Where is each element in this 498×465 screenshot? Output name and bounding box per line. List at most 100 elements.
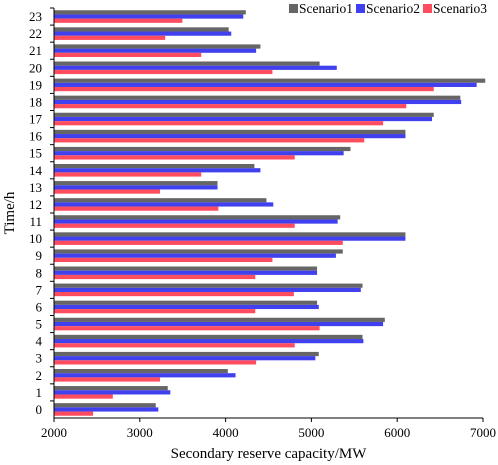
x-tick-label: 3000 [127, 425, 153, 440]
bar-scenario2-h1 [54, 390, 171, 395]
y-tick-label: 12 [29, 197, 42, 212]
bar-scenario1-h1 [54, 386, 168, 391]
y-tick-label: 5 [36, 317, 43, 332]
bar-scenario2-h9 [54, 253, 336, 258]
bar-scenario1-h2 [54, 368, 228, 374]
bar-scenario1-h0 [54, 403, 156, 408]
bar-scenario3-h12 [54, 206, 219, 211]
bar-scenario2-h21 [54, 48, 257, 53]
bar-scenario1-h11 [54, 215, 341, 220]
bar-scenario1-h22 [54, 27, 229, 32]
x-tick-label: 6000 [384, 425, 410, 440]
x-tick-label: 2000 [41, 425, 67, 440]
bar-scenario2-h15 [54, 151, 344, 156]
bar-scenario3-h5 [54, 326, 320, 331]
bar-scenario2-h8 [54, 270, 318, 275]
y-tick-label: 2 [36, 368, 43, 383]
x-tick-label: 7000 [470, 425, 496, 440]
bar-scenario3-h19 [54, 86, 434, 92]
x-axis-title: Secondary reserve capacity/MW [171, 446, 368, 462]
bar-scenario2-h17 [54, 116, 433, 122]
bar-scenario3-h10 [54, 240, 343, 245]
bar-scenario3-h22 [54, 35, 166, 40]
bar-scenario1-h20 [54, 61, 320, 66]
y-tick-label: 22 [29, 26, 42, 41]
bar-scenario1-h18 [54, 95, 461, 100]
bar-scenario2-h22 [54, 31, 232, 36]
bar-scenario3-h23 [54, 18, 183, 23]
bar-scenario1-h8 [54, 266, 318, 271]
bar-scenario2-h5 [54, 321, 384, 327]
bar-scenario3-h7 [54, 291, 294, 297]
legend-label-scenario2: Scenario2 [366, 1, 420, 16]
x-tick-label: 4000 [213, 425, 239, 440]
legend-label-scenario1: Scenario1 [299, 1, 353, 16]
bar-scenario2-h13 [54, 185, 218, 190]
bar-scenario3-h6 [54, 309, 256, 314]
legend: Scenario1 Scenario2 Scenario3 [289, 1, 487, 16]
bar-scenario3-h1 [54, 394, 113, 399]
bar-scenario1-h19 [54, 78, 486, 83]
bar-scenario1-h16 [54, 129, 406, 135]
bar-scenario2-h10 [54, 236, 406, 241]
y-tick-label: 1 [36, 385, 43, 400]
bar-scenario3-h14 [54, 172, 202, 177]
y-axis-title: Time/h [2, 191, 18, 234]
bar-scenario2-h11 [54, 219, 338, 224]
y-tick-label: 10 [29, 231, 42, 246]
bar-scenario1-h5 [54, 317, 385, 322]
y-tick-label: 8 [36, 265, 43, 280]
bar-scenario1-h14 [54, 163, 255, 169]
bar-scenario2-h0 [54, 407, 159, 412]
bar-scenario1-h4 [54, 334, 363, 340]
bar-scenario2-h7 [54, 287, 361, 292]
bar-scenario3-h20 [54, 69, 273, 75]
bar-scenario1-h12 [54, 198, 267, 203]
bar-scenario1-h17 [54, 112, 434, 117]
bar-scenario1-h9 [54, 249, 343, 254]
legend-swatch-scenario1 [289, 4, 298, 13]
bar-scenario1-h21 [54, 44, 261, 49]
y-tick-label: 20 [29, 60, 42, 75]
bar-scenario1-h3 [54, 351, 319, 357]
bar-scenario3-h16 [54, 138, 365, 143]
y-tick-label: 11 [29, 214, 42, 229]
y-tick-label: 21 [29, 43, 42, 58]
y-tick-label: 15 [29, 146, 42, 161]
bar-scenario3-h13 [54, 189, 161, 194]
legend-label-scenario3: Scenario3 [433, 1, 487, 16]
y-tick-label: 4 [36, 334, 43, 349]
bars-group [54, 10, 486, 416]
bar-scenario1-h23 [54, 10, 246, 15]
bar-scenario3-h2 [54, 377, 161, 382]
legend-swatch-scenario3 [423, 4, 432, 13]
y-tick-label: 3 [36, 351, 43, 366]
bar-scenario2-h4 [54, 339, 364, 344]
bar-scenario3-h15 [54, 155, 295, 160]
y-tick-label: 17 [29, 112, 43, 127]
bar-scenario2-h2 [54, 373, 236, 378]
bar-scenario2-h16 [54, 134, 406, 139]
axes-group [50, 7, 484, 422]
bar-scenario2-h6 [54, 304, 319, 310]
x-tick-label: 5000 [298, 425, 324, 440]
bar-scenario3-h21 [54, 52, 202, 58]
bar-scenario2-h12 [54, 202, 274, 207]
y-tick-label: 23 [29, 9, 42, 24]
bar-scenario1-h15 [54, 146, 351, 152]
bar-scenario3-h4 [54, 343, 295, 348]
legend-swatch-scenario2 [356, 4, 365, 13]
bar-scenario1-h13 [54, 181, 218, 186]
y-tick-label: 13 [29, 180, 42, 195]
bar-scenario2-h18 [54, 99, 462, 105]
bar-scenario3-h8 [54, 274, 256, 280]
bar-scenario2-h20 [54, 65, 337, 70]
bar-scenario3-h0 [54, 411, 94, 416]
y-tick-label: 0 [36, 402, 43, 417]
bar-scenario2-h19 [54, 82, 477, 87]
bar-scenario2-h14 [54, 168, 261, 173]
y-tick-label: 7 [36, 282, 43, 297]
bar-scenario3-h17 [54, 121, 384, 126]
ticks-group: 0123456789101112131415161718192021222320… [29, 9, 496, 440]
